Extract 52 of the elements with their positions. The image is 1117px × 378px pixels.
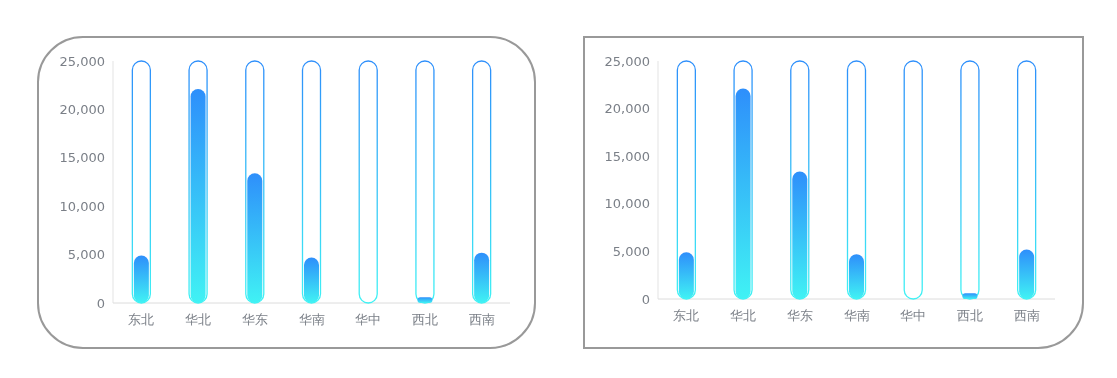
bar — [471, 60, 492, 304]
bar — [133, 255, 149, 303]
y-tick-label: 10,000 — [59, 198, 105, 214]
y-tick-label: 20,000 — [604, 101, 650, 117]
y-tick-label: 15,000 — [604, 148, 650, 164]
y-tick-label: 5,000 — [612, 243, 650, 259]
x-tick-label: 华北 — [185, 312, 212, 327]
bar — [903, 60, 923, 300]
bar — [790, 60, 810, 300]
y-tick-label: 25,000 — [604, 53, 650, 69]
x-tick-label: 华东 — [786, 308, 813, 323]
x-tick-label: 华南 — [298, 312, 325, 327]
bar — [962, 293, 978, 299]
y-tick-label: 10,000 — [604, 196, 650, 212]
bar — [1016, 60, 1037, 300]
bar — [474, 252, 490, 303]
bar — [733, 60, 753, 300]
x-tick-label: 东北 — [673, 308, 700, 323]
bar — [358, 60, 378, 304]
x-tick-label: 西北 — [956, 308, 983, 323]
bar — [960, 60, 980, 300]
x-tick-label: 华东 — [241, 312, 268, 327]
bar — [301, 60, 322, 304]
x-tick-label: 东北 — [128, 312, 155, 327]
x-tick-label: 西北 — [411, 312, 438, 327]
y-tick-label: 0 — [96, 295, 105, 311]
x-tick-label: 西南 — [468, 312, 495, 327]
bar — [131, 60, 152, 304]
bar — [188, 60, 208, 304]
y-tick-label: 5,000 — [67, 247, 105, 263]
bar — [849, 254, 864, 299]
bar — [676, 60, 697, 300]
bar — [735, 88, 751, 299]
x-tick-label: 华中 — [900, 308, 927, 323]
bar — [1019, 249, 1035, 299]
bar — [304, 257, 319, 303]
bar — [190, 89, 206, 303]
x-tick-label: 华中 — [355, 312, 382, 327]
x-tick-label: 西南 — [1013, 308, 1040, 323]
y-tick-label: 25,000 — [59, 53, 105, 69]
bar — [846, 60, 867, 300]
bar — [247, 173, 263, 303]
bar — [678, 252, 694, 299]
bar — [417, 297, 433, 303]
y-tick-label: 0 — [641, 291, 650, 307]
y-tick-label: 20,000 — [59, 101, 105, 117]
bar — [792, 171, 808, 299]
y-tick-label: 15,000 — [59, 150, 105, 166]
x-tick-label: 华北 — [730, 308, 757, 323]
x-tick-label: 华南 — [843, 308, 870, 323]
bar — [415, 60, 435, 304]
bar — [245, 60, 265, 304]
